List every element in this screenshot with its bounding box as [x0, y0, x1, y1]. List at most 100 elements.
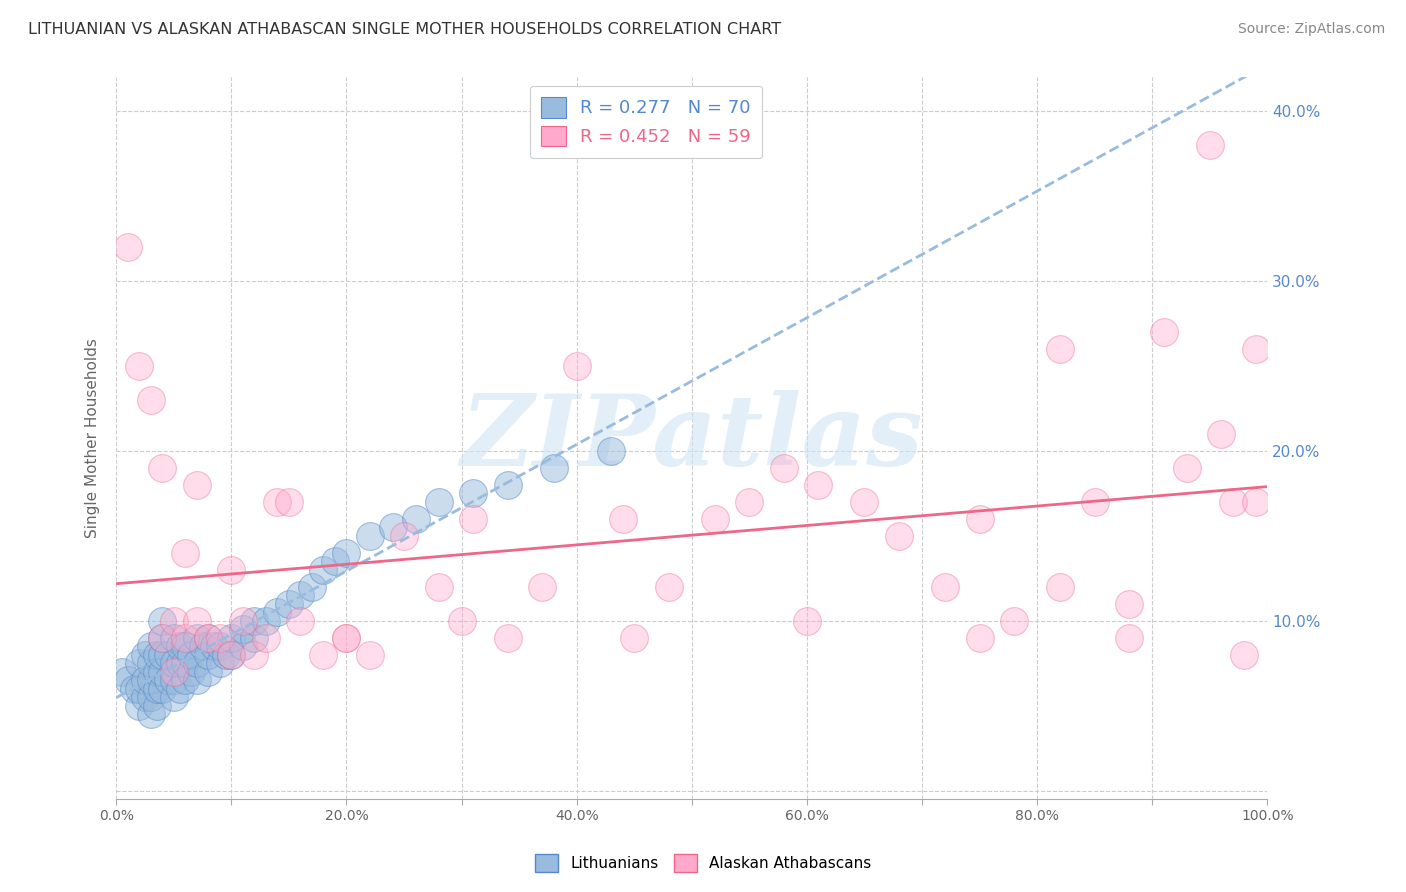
Point — [122, 681, 145, 696]
Point — [150, 461, 173, 475]
Point — [323, 554, 346, 568]
Point — [1153, 325, 1175, 339]
Point — [139, 657, 162, 671]
Point — [150, 631, 173, 645]
Point — [1002, 614, 1025, 628]
Point — [150, 665, 173, 679]
Point — [180, 665, 202, 679]
Point — [202, 639, 225, 653]
Point — [145, 698, 167, 713]
Point — [359, 648, 381, 662]
Point — [221, 631, 243, 645]
Point — [150, 681, 173, 696]
Text: Source: ZipAtlas.com: Source: ZipAtlas.com — [1237, 22, 1385, 37]
Text: ZIPatlas: ZIPatlas — [461, 390, 922, 486]
Point — [1118, 597, 1140, 611]
Point — [1049, 342, 1071, 356]
Point — [111, 665, 134, 679]
Point — [145, 681, 167, 696]
Point — [853, 495, 876, 509]
Point — [134, 673, 156, 688]
Point — [658, 580, 681, 594]
Point — [163, 673, 186, 688]
Point — [150, 648, 173, 662]
Point — [301, 580, 323, 594]
Point — [174, 657, 197, 671]
Point — [450, 614, 472, 628]
Point — [1049, 580, 1071, 594]
Point — [427, 580, 450, 594]
Point — [221, 648, 243, 662]
Point — [1198, 138, 1220, 153]
Point — [807, 478, 830, 492]
Point — [163, 690, 186, 705]
Text: LITHUANIAN VS ALASKAN ATHABASCAN SINGLE MOTHER HOUSEHOLDS CORRELATION CHART: LITHUANIAN VS ALASKAN ATHABASCAN SINGLE … — [28, 22, 782, 37]
Point — [117, 240, 139, 254]
Point — [180, 648, 202, 662]
Point — [221, 563, 243, 577]
Point — [531, 580, 554, 594]
Point — [232, 639, 254, 653]
Point — [145, 665, 167, 679]
Point — [197, 665, 219, 679]
Point — [600, 444, 623, 458]
Point — [934, 580, 956, 594]
Point — [623, 631, 645, 645]
Point — [174, 639, 197, 653]
Point — [277, 495, 299, 509]
Point — [266, 605, 288, 619]
Point — [427, 495, 450, 509]
Point — [186, 478, 208, 492]
Point — [254, 614, 277, 628]
Point — [163, 614, 186, 628]
Point — [128, 657, 150, 671]
Point — [157, 648, 180, 662]
Point — [174, 546, 197, 560]
Point — [1211, 427, 1233, 442]
Point — [312, 563, 335, 577]
Point — [796, 614, 818, 628]
Point — [703, 512, 725, 526]
Point — [169, 657, 191, 671]
Point — [128, 698, 150, 713]
Point — [186, 673, 208, 688]
Point — [139, 639, 162, 653]
Point — [163, 631, 186, 645]
Point — [139, 673, 162, 688]
Point — [243, 631, 266, 645]
Point — [381, 520, 404, 534]
Point — [232, 622, 254, 636]
Point — [243, 648, 266, 662]
Point — [169, 681, 191, 696]
Point — [186, 614, 208, 628]
Point — [1244, 342, 1267, 356]
Point — [197, 631, 219, 645]
Legend: R = 0.277   N = 70, R = 0.452   N = 59: R = 0.277 N = 70, R = 0.452 N = 59 — [530, 86, 762, 158]
Y-axis label: Single Mother Households: Single Mother Households — [86, 338, 100, 538]
Point — [1233, 648, 1256, 662]
Point — [461, 486, 484, 500]
Point — [214, 648, 236, 662]
Point — [174, 631, 197, 645]
Point — [221, 648, 243, 662]
Point — [312, 648, 335, 662]
Point — [157, 673, 180, 688]
Point — [134, 648, 156, 662]
Point — [254, 631, 277, 645]
Point — [232, 614, 254, 628]
Point — [128, 359, 150, 373]
Point — [612, 512, 634, 526]
Point — [145, 648, 167, 662]
Point — [197, 648, 219, 662]
Point — [392, 529, 415, 543]
Point — [150, 614, 173, 628]
Point — [543, 461, 565, 475]
Point — [1084, 495, 1107, 509]
Point — [887, 529, 910, 543]
Point — [186, 657, 208, 671]
Point — [290, 614, 312, 628]
Point — [277, 597, 299, 611]
Point — [1222, 495, 1244, 509]
Point — [290, 588, 312, 602]
Point — [969, 631, 991, 645]
